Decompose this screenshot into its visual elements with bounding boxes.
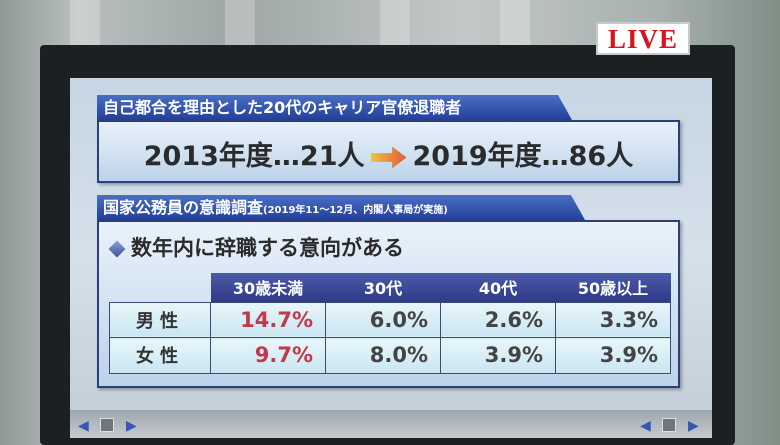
table-cell: 3.9% [555,337,671,374]
table-cell: 3.3% [555,301,671,338]
next-arrow-icon: ▶ [688,418,699,434]
stop-icon [662,418,676,432]
table-cell: 8.0% [325,337,441,374]
subheading: 数年内に辞職する意向がある [108,232,404,262]
table-row: 女性 9.7% 8.0% 3.9% 3.9% [109,337,671,374]
background [70,0,100,45]
prev-arrow-icon: ◀ [78,418,89,434]
table-cell: 2.6% [440,301,556,338]
section2-title: 国家公務員の意識調査(2019年11〜12月、内閣人事局が実施) [97,195,585,220]
section2-title-text: 国家公務員の意識調査 [103,198,264,217]
table-cell: 9.7% [210,337,326,374]
bottom-bar: ◀ ▶ ◀ ▶ [70,410,712,438]
prev-arrow-icon: ◀ [640,418,651,434]
live-badge: LIVE [596,22,690,55]
background [500,0,530,45]
table-header-row: 30歳未満 30代 40代 50歳以上 [110,273,671,302]
section2-box: 数年内に辞職する意向がある 30歳未満 30代 40代 50歳以上 男性 14.… [97,220,680,388]
next-arrow-icon: ▶ [126,418,137,434]
corner-cell [110,273,211,302]
column-header: 30代 [325,273,441,302]
from-value: 2013年度…21人 [143,141,365,172]
survey-table: 30歳未満 30代 40代 50歳以上 男性 14.7% 6.0% 2.6% 3… [109,273,671,374]
subheading-text: 数年内に辞職する意向がある [131,236,404,260]
section1-box: 2013年度…21人 2019年度…86人 [97,120,680,183]
row-label: 男性 [109,301,211,338]
column-header: 40代 [440,273,556,302]
section2-note: (2019年11〜12月、内閣人事局が実施) [263,205,448,216]
to-value: 2019年度…86人 [412,141,634,172]
retiree-comparison: 2013年度…21人 2019年度…86人 [99,134,678,173]
table-cell: 3.9% [440,337,556,374]
background [380,0,410,45]
section1-title: 自己都合を理由とした20代のキャリア官僚退職者 [97,95,572,120]
column-header: 50歳以上 [555,273,671,302]
row-label: 女性 [109,337,211,374]
stop-icon [100,418,114,432]
diamond-bullet-icon [108,240,126,258]
table-cell: 6.0% [325,301,441,338]
table-cell: 14.7% [210,301,326,338]
column-header: 30歳未満 [210,273,326,302]
table-row: 男性 14.7% 6.0% 2.6% 3.3% [109,301,671,338]
arrow-right-icon [370,146,407,169]
background [225,0,255,45]
